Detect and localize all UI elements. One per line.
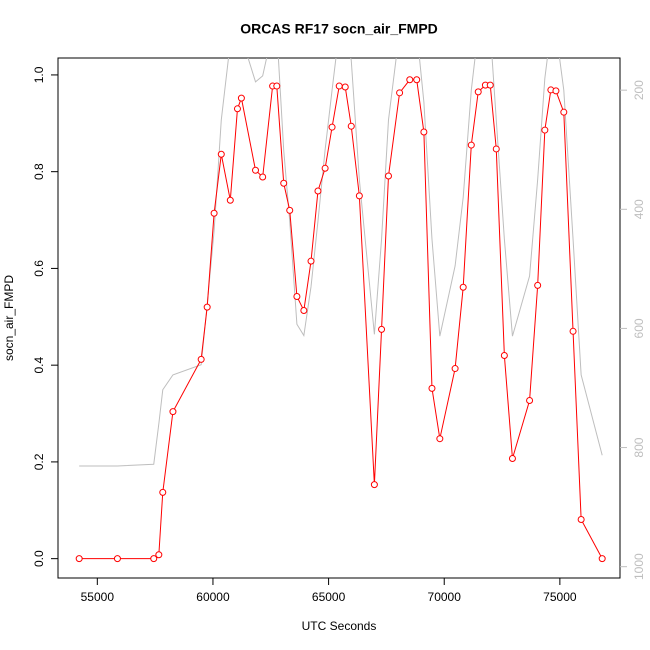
series-line [79,79,603,560]
data-point [569,327,577,335]
y2-tick-label: 200 [632,80,646,100]
data-point [259,173,267,181]
data-point [328,123,336,131]
data-point [541,126,549,134]
data-point [526,396,534,404]
data-point [335,82,343,90]
data-point [486,81,494,89]
data-point [314,187,322,195]
x-tick-label: 70000 [428,590,462,604]
data-point [474,88,482,96]
y-axis-label: socn_air_FMPD [2,275,16,361]
data-point [155,551,163,559]
data-point [321,164,329,172]
x-tick-label: 65000 [312,590,346,604]
data-point [560,108,568,116]
y-tick-label: 0.0 [32,550,46,567]
data-point [534,281,542,289]
data-point [436,435,444,443]
data-point [492,145,500,153]
data-point [217,150,225,158]
data-point [286,206,294,214]
data-point [293,292,301,300]
data-point [467,141,475,149]
data-point [406,76,414,84]
data-point [500,351,508,359]
y2-tick-label: 1000 [632,553,646,580]
data-point [451,365,459,373]
y-tick-label: 1.0 [32,66,46,83]
data-point [169,408,177,416]
y-tick-label: 0.8 [32,163,46,180]
data-point [508,455,516,463]
data-point [75,555,83,563]
y-tick-label: 0.6 [32,260,46,277]
data-point [355,192,363,200]
x-tick-label: 75000 [543,590,577,604]
data-point [347,122,355,130]
data-point [210,209,218,217]
data-point [577,515,585,523]
data-point [370,481,378,489]
y2-tick-label: 800 [632,437,646,457]
data-point [413,76,421,84]
x-tick-label: 55000 [81,590,115,604]
data-point [378,325,386,333]
series-line [79,58,603,467]
data-point [113,555,121,563]
x-axis-label: UTC Seconds [302,619,377,633]
data-point [428,384,436,392]
data-point [233,105,241,113]
data-point [203,303,211,311]
plot-area [75,58,606,563]
data-point [197,355,205,363]
data-point [459,283,467,291]
data-point [300,307,308,315]
data-point [552,87,560,95]
y2-tick-label: 400 [632,199,646,219]
data-point [384,172,392,180]
data-point [341,83,349,91]
data-point [237,94,245,102]
y2-tick-label: 600 [632,318,646,338]
data-point [280,179,288,187]
y-tick-label: 0.4 [32,356,46,373]
x-tick-label: 60000 [196,590,230,604]
data-point [420,128,428,136]
data-point [226,196,234,204]
chart-title: ORCAS RF17 socn_air_FMPD [240,21,438,37]
data-point [159,488,167,496]
data-point [252,166,260,174]
y-tick-label: 0.2 [32,453,46,470]
plot-frame [57,57,621,579]
data-point [273,82,281,90]
data-point [598,555,606,563]
data-point [396,89,404,97]
data-point [150,555,158,563]
data-point [307,257,315,265]
